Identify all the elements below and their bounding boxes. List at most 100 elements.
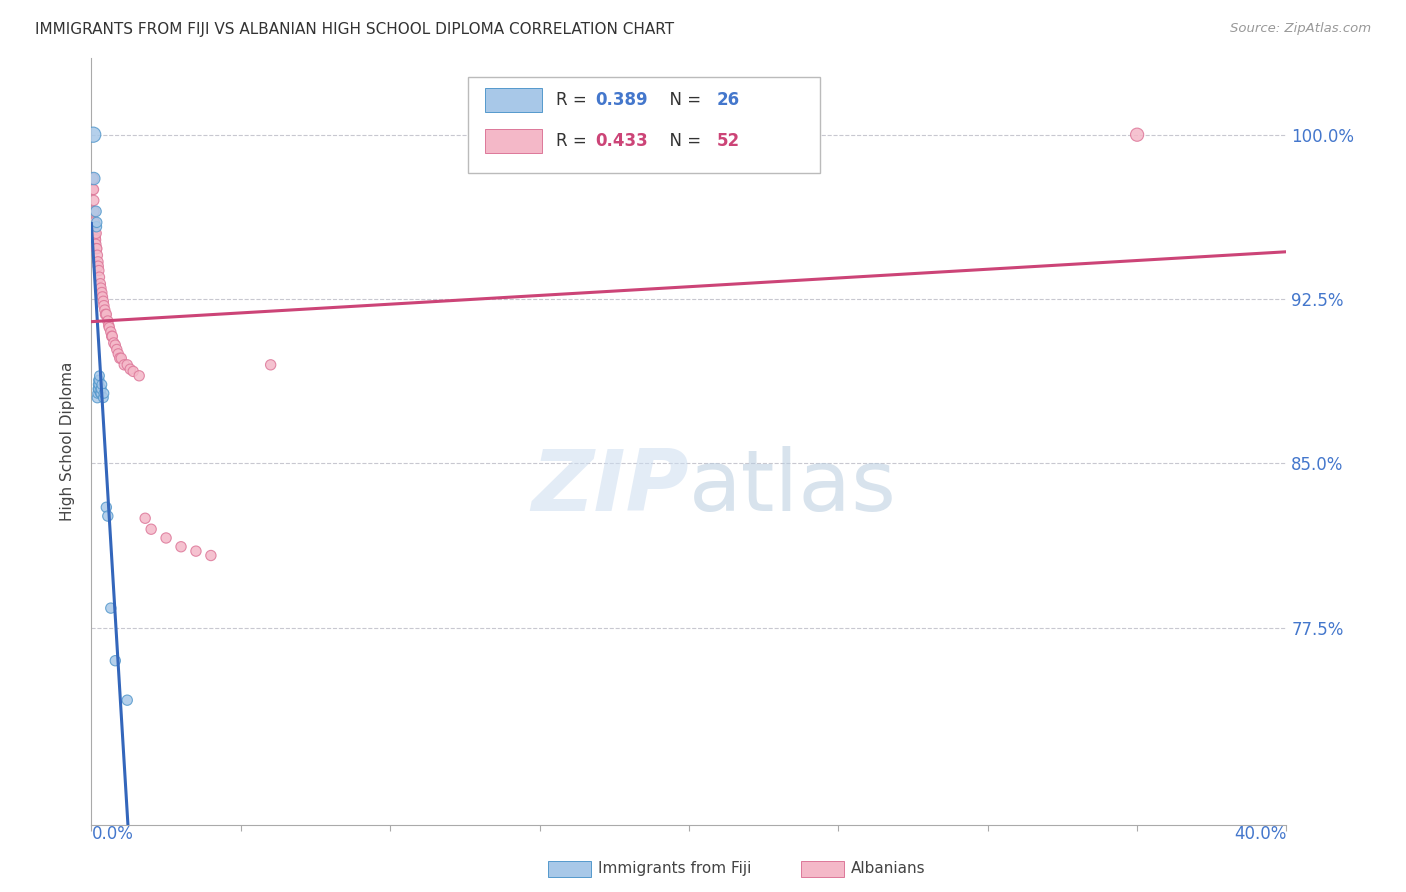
Point xyxy=(87,373,110,387)
Point xyxy=(86,215,108,229)
FancyBboxPatch shape xyxy=(485,128,541,153)
Text: 0.0%: 0.0% xyxy=(91,825,134,843)
Point xyxy=(87,377,110,392)
Text: 0.433: 0.433 xyxy=(596,132,648,150)
Text: 52: 52 xyxy=(717,132,740,150)
Point xyxy=(170,540,193,554)
Point xyxy=(83,194,105,208)
Point xyxy=(87,382,110,396)
Point xyxy=(86,391,108,405)
Point xyxy=(107,347,129,361)
Point xyxy=(93,299,115,313)
Point xyxy=(104,338,127,352)
Point xyxy=(83,215,105,229)
Point xyxy=(93,386,115,401)
Point xyxy=(97,318,120,333)
Text: R =: R = xyxy=(557,132,592,150)
Point xyxy=(103,335,125,350)
Point xyxy=(89,368,111,383)
Y-axis label: High School Diploma: High School Diploma xyxy=(60,362,76,521)
Point xyxy=(90,382,112,396)
Text: Albanians: Albanians xyxy=(851,862,925,876)
Point xyxy=(86,242,108,256)
Point xyxy=(200,549,222,563)
Point xyxy=(155,531,177,545)
FancyBboxPatch shape xyxy=(548,861,591,877)
Point xyxy=(184,544,207,558)
Point xyxy=(87,263,110,277)
Point xyxy=(259,358,281,372)
Point xyxy=(122,364,145,378)
Text: R =: R = xyxy=(557,91,592,109)
Point xyxy=(97,314,120,328)
Point xyxy=(84,237,107,252)
Point xyxy=(87,259,110,273)
Text: ZIP: ZIP xyxy=(531,446,689,529)
Point xyxy=(83,204,105,219)
Point xyxy=(108,351,131,366)
Point xyxy=(90,382,112,396)
Point xyxy=(141,522,163,536)
Point xyxy=(110,351,132,366)
Text: Immigrants from Fiji: Immigrants from Fiji xyxy=(598,862,751,876)
Point xyxy=(96,307,118,321)
Point xyxy=(82,182,104,196)
Point xyxy=(87,255,110,269)
Point xyxy=(115,693,138,707)
Point xyxy=(100,329,122,343)
Point xyxy=(89,277,111,291)
FancyBboxPatch shape xyxy=(801,861,844,877)
Point xyxy=(87,382,110,396)
Point xyxy=(1126,128,1149,142)
Point xyxy=(93,294,115,309)
Point xyxy=(86,248,108,262)
FancyBboxPatch shape xyxy=(485,88,541,112)
Point xyxy=(112,358,135,372)
Point xyxy=(84,227,107,241)
Point xyxy=(100,601,122,615)
Text: 40.0%: 40.0% xyxy=(1234,825,1286,843)
Point xyxy=(84,227,107,241)
Point xyxy=(91,290,114,304)
Point xyxy=(104,654,127,668)
Point xyxy=(93,391,115,405)
Text: 0.389: 0.389 xyxy=(596,91,648,109)
Point xyxy=(98,320,121,334)
Point xyxy=(89,386,111,401)
Point xyxy=(90,285,112,300)
Point xyxy=(82,128,104,142)
Point xyxy=(94,303,117,318)
Point xyxy=(83,171,105,186)
Point xyxy=(84,233,107,247)
Text: IMMIGRANTS FROM FIJI VS ALBANIAN HIGH SCHOOL DIPLOMA CORRELATION CHART: IMMIGRANTS FROM FIJI VS ALBANIAN HIGH SC… xyxy=(35,22,675,37)
Point xyxy=(86,242,108,256)
Text: N =: N = xyxy=(659,132,706,150)
Point xyxy=(97,509,120,524)
Point xyxy=(94,307,117,321)
Point xyxy=(90,281,112,295)
FancyBboxPatch shape xyxy=(468,77,821,173)
Point xyxy=(84,204,107,219)
Point xyxy=(86,219,108,234)
Point xyxy=(120,362,142,376)
Point xyxy=(86,386,108,401)
Point xyxy=(96,500,118,515)
Text: atlas: atlas xyxy=(689,446,897,529)
Text: N =: N = xyxy=(659,91,706,109)
Point xyxy=(105,343,128,357)
Point xyxy=(90,377,112,392)
Point xyxy=(134,511,156,525)
Point xyxy=(115,358,138,372)
Point xyxy=(87,377,110,392)
Point xyxy=(89,270,111,285)
Point xyxy=(128,368,150,383)
Point xyxy=(82,182,104,196)
Point xyxy=(89,373,111,387)
Point xyxy=(101,329,124,343)
Point xyxy=(84,230,107,244)
Point xyxy=(100,325,122,339)
Point xyxy=(82,171,104,186)
Text: Source: ZipAtlas.com: Source: ZipAtlas.com xyxy=(1230,22,1371,36)
Point xyxy=(90,386,112,401)
Text: 26: 26 xyxy=(717,91,740,109)
